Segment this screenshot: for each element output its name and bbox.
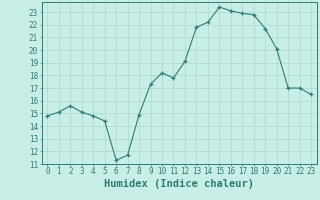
- X-axis label: Humidex (Indice chaleur): Humidex (Indice chaleur): [104, 179, 254, 189]
